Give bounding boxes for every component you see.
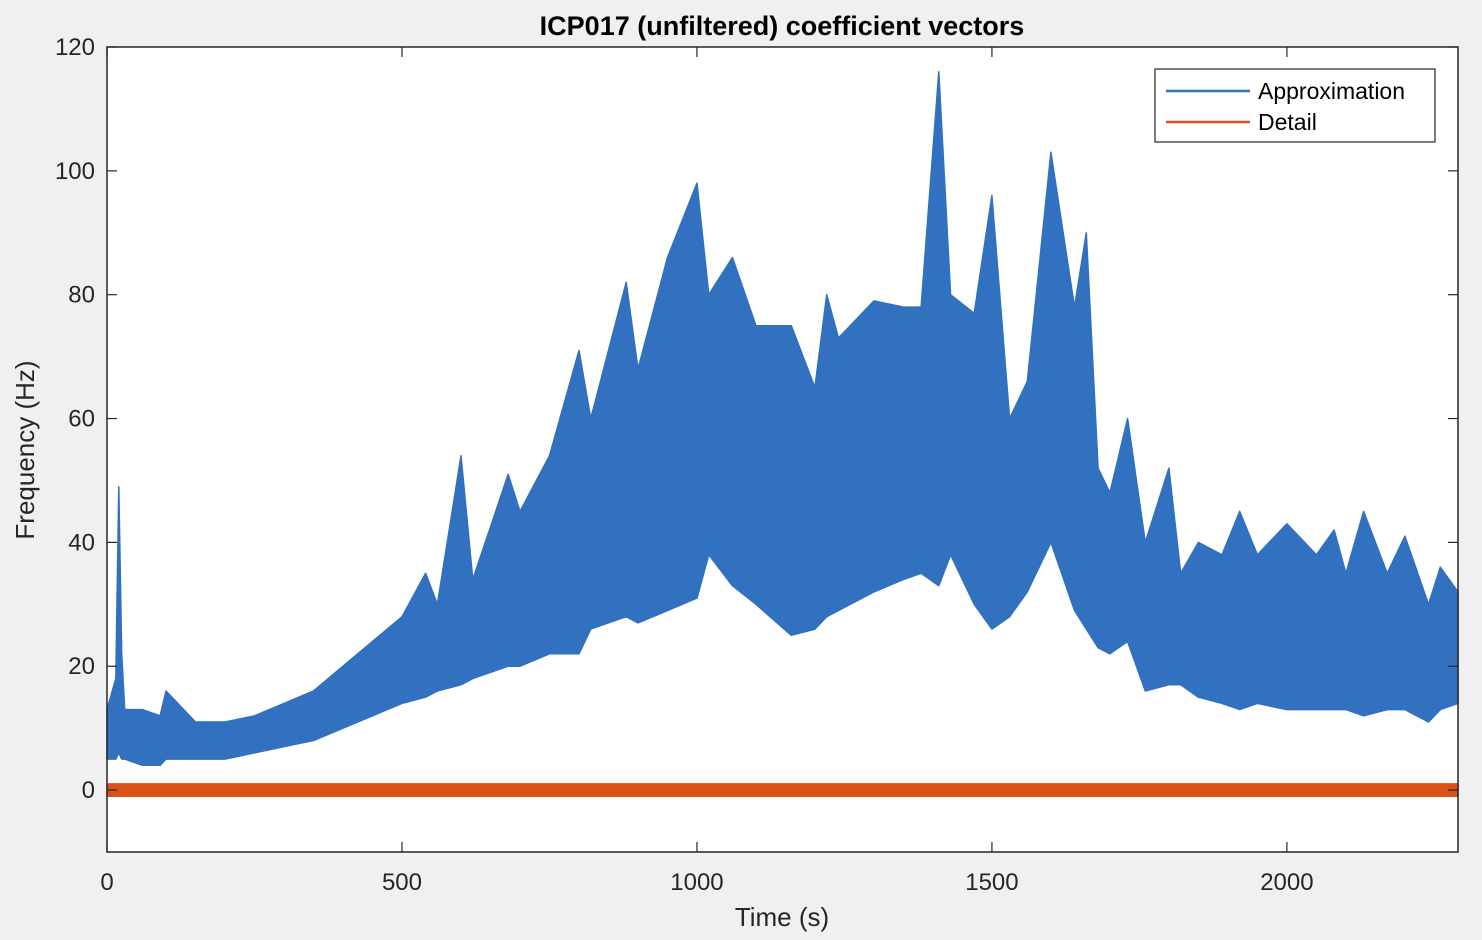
x-tick-label: 1000 [670,869,723,896]
y-tick-label: 120 [55,34,95,61]
legend-label-approximation: Approximation [1258,78,1405,104]
chart-title: ICP017 (unfiltered) coefficient vectors [540,11,1025,41]
ticks-layer: 0 500 1000 1500 2000 0 20 40 60 80 100 120 [55,34,1458,896]
x-tick-label: 1500 [965,869,1018,896]
y-axis-title: Frequency (Hz) [10,360,40,539]
legend-box [1154,68,1436,143]
y-tick-label: 60 [68,406,95,433]
series-detail-envelope [106,783,1459,798]
plot-frame [106,46,1459,853]
x-tick-label: 500 [382,869,422,896]
y-tick-label: 0 [82,777,95,804]
y-tick-label: 80 [68,282,95,309]
x-tick-label: 0 [100,869,113,896]
y-tick-label: 100 [55,158,95,185]
legend: Approximation Detail [1154,68,1436,143]
y-tick-label: 20 [68,653,95,680]
legend-label-detail: Detail [1258,109,1317,135]
x-axis-title: Time (s) [735,902,829,932]
x-tick-label: 2000 [1260,869,1313,896]
y-tick-label: 40 [68,529,95,556]
